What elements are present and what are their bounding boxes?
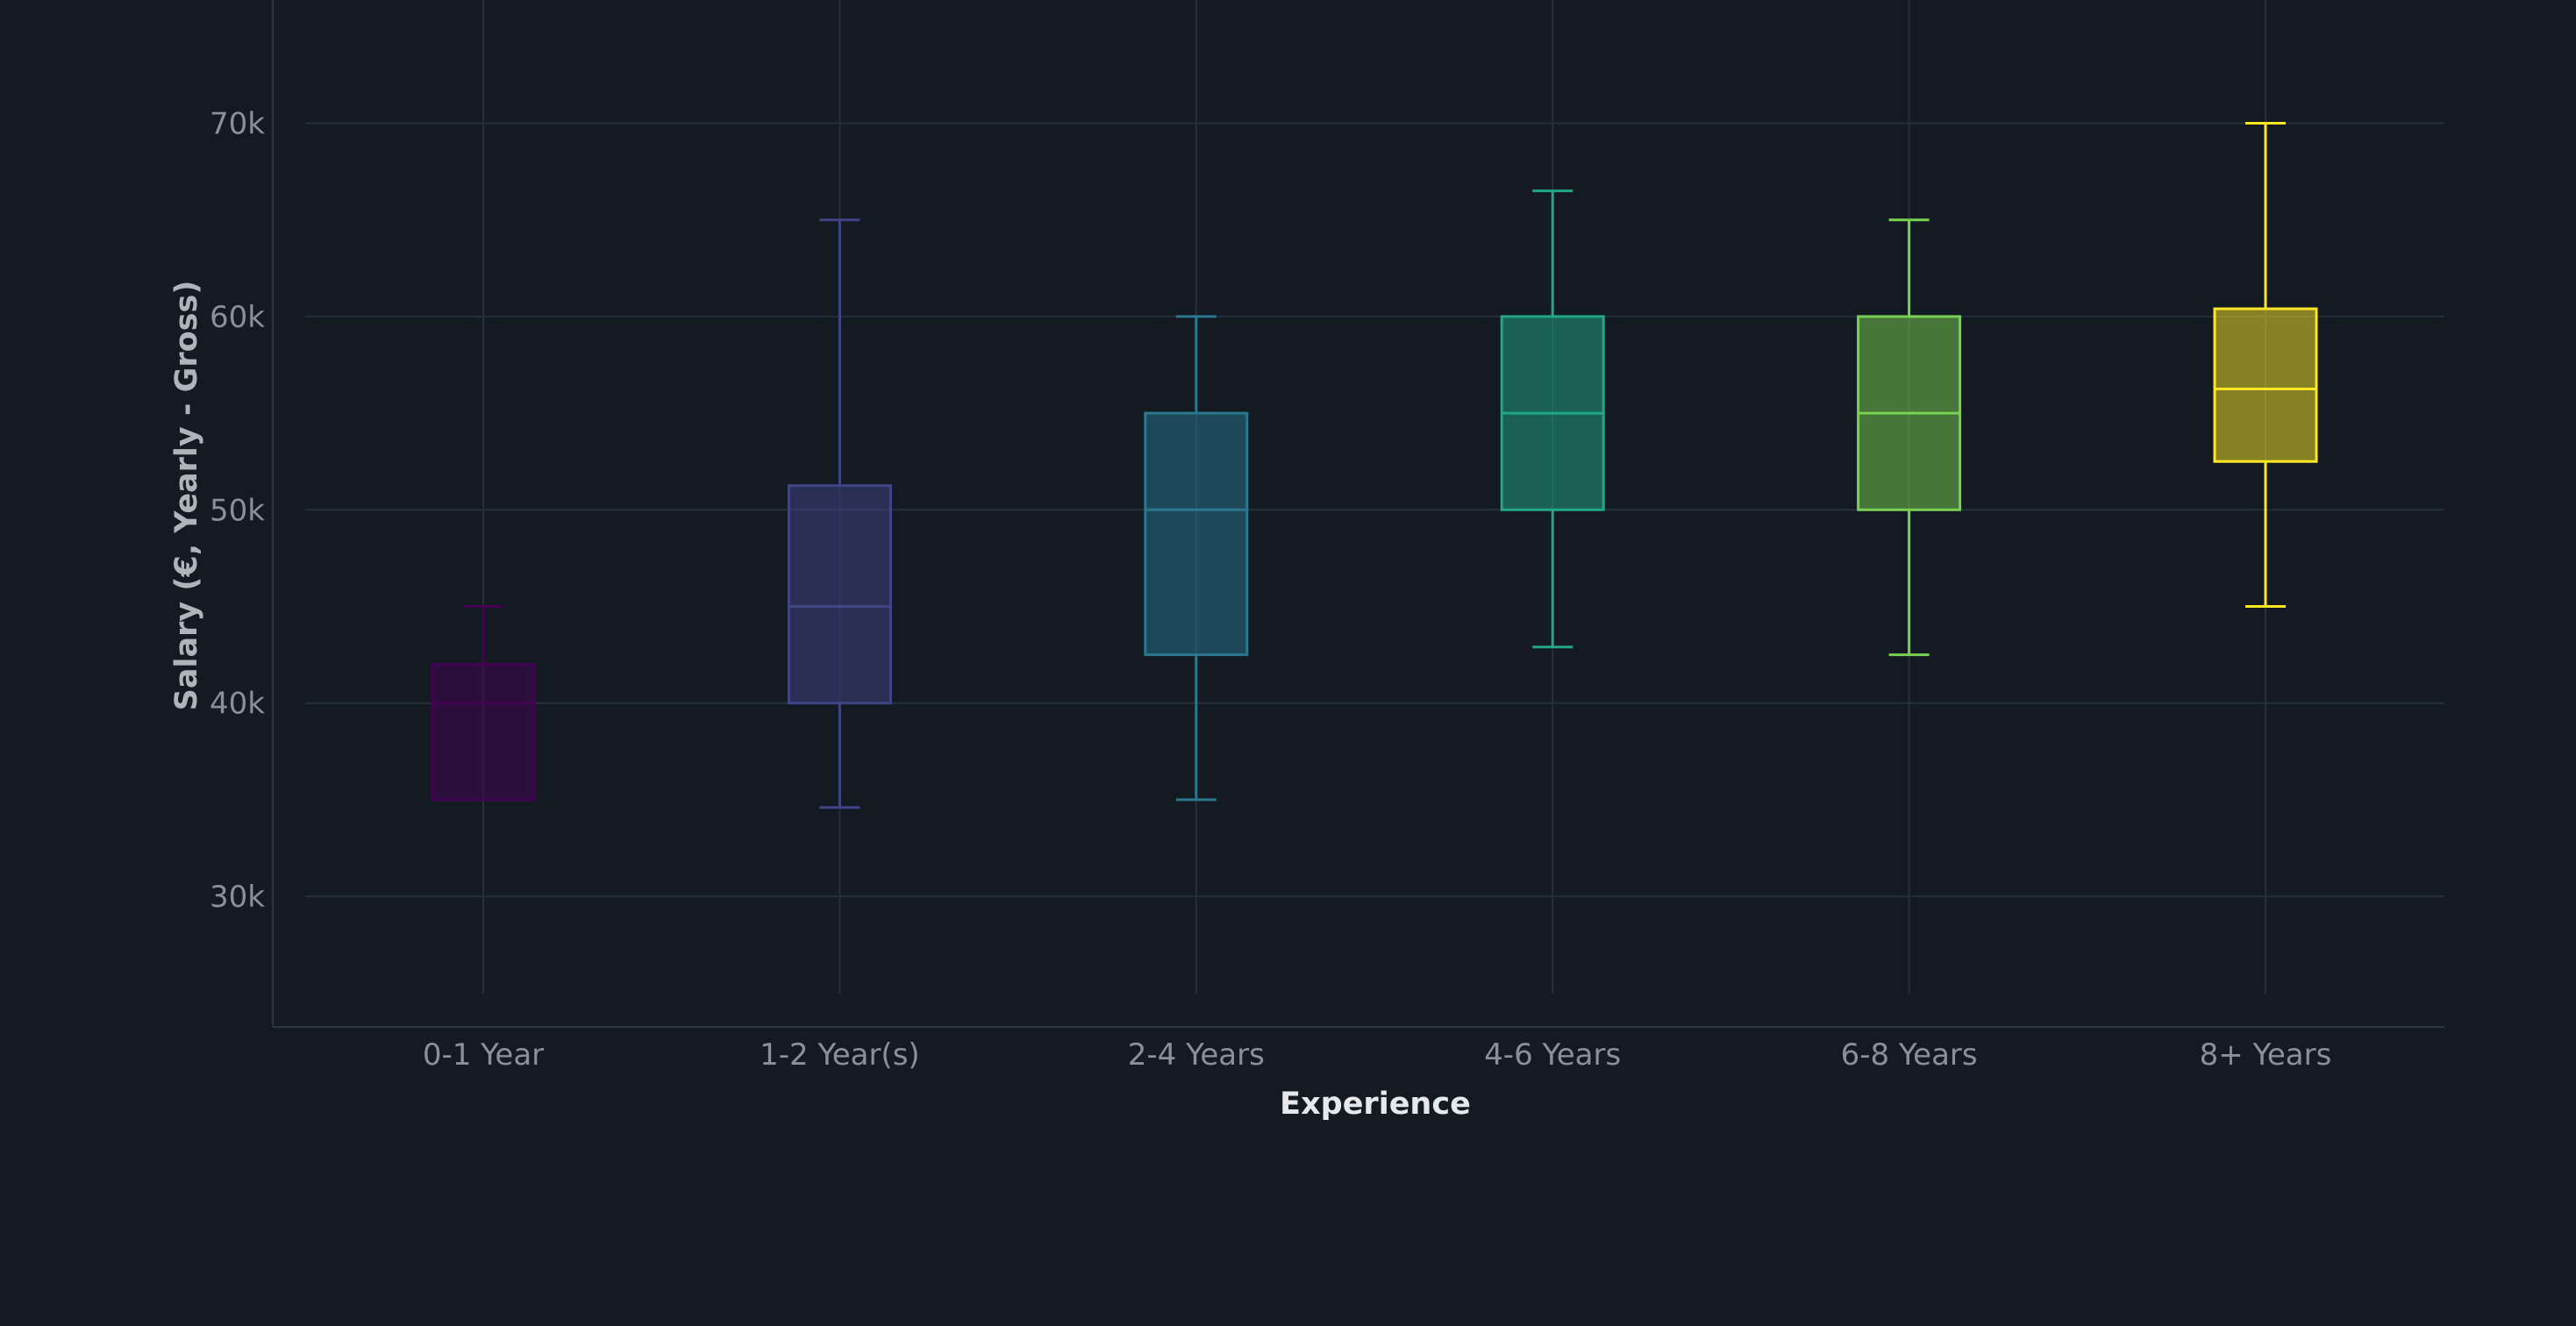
box-0-1-year[interactable] [431,605,536,802]
x-tick-label: 8+ Years [2200,1037,2332,1073]
boxes [431,122,2318,809]
iqr-box [787,484,892,705]
y-tick-label: 40k [210,687,265,722]
iqr-box [2213,307,2318,463]
grid [305,0,2444,994]
box-2-4-years[interactable] [1144,315,1249,802]
iqr-box [1144,411,1249,657]
y-tick-label: 30k [210,880,265,915]
x-axis-title: Experience [1280,1087,1471,1122]
x-tick-label: 6-8 Years [1841,1037,1978,1073]
y-tick-label: 50k [210,493,265,528]
y-tick-label: 70k [210,107,265,142]
iqr-box [431,663,536,802]
x-tick-label: 0-1 Year [423,1037,544,1073]
box-8-years[interactable] [2213,122,2318,608]
box-4-6-years[interactable] [1500,189,1605,649]
box-1-2-year-s-[interactable] [787,218,892,809]
x-tick-label: 1-2 Year(s) [760,1037,920,1073]
y-axis-title: Salary (€, Yearly - Gross) [169,281,204,711]
y-axis-ticks: 30k 40k 50k 60k 70k [210,107,265,916]
x-axis-ticks: 0-1 Year 1-2 Year(s) 2-4 Years 4-6 Years 6-8… [423,1037,2331,1073]
y-tick-label: 60k [210,300,265,335]
x-tick-label: 2-4 Years [1128,1037,1265,1073]
x-tick-label: 4-6 Years [1484,1037,1621,1073]
box-6-8-years[interactable] [1857,218,1962,657]
